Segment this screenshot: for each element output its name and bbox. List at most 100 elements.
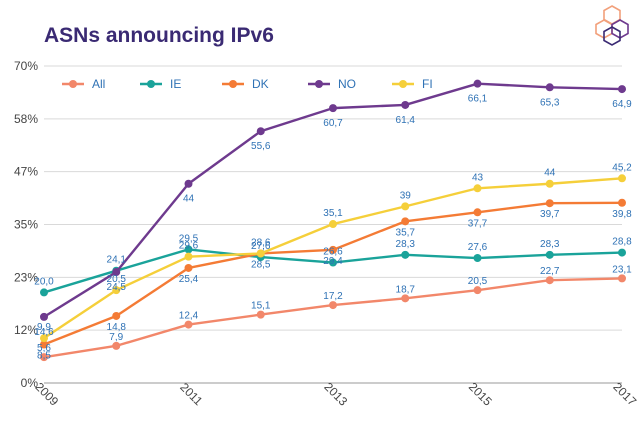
data-point	[40, 334, 48, 343]
data-label: 28,5	[251, 259, 271, 270]
y-tick-label: 0%	[21, 376, 39, 390]
data-label: 28,3	[396, 239, 416, 250]
data-label: 39,7	[540, 209, 560, 220]
data-label: 18,7	[396, 284, 416, 295]
x-tick-label: 2015	[466, 380, 495, 409]
y-tick-label: 35%	[14, 218, 38, 232]
data-point	[184, 179, 193, 188]
y-tick-label: 47%	[14, 165, 38, 179]
data-label: 20,5	[468, 276, 488, 287]
data-label: 24,1	[107, 255, 127, 266]
data-point	[545, 199, 554, 208]
data-point	[40, 288, 48, 297]
data-label: 28,6	[251, 237, 271, 248]
data-point	[184, 245, 193, 254]
data-point	[329, 245, 337, 254]
data-label: 25,4	[179, 274, 199, 285]
data-point	[473, 184, 482, 193]
data-point	[473, 79, 482, 88]
legend-label: DK	[252, 77, 269, 91]
data-label: 27,6	[251, 241, 271, 252]
data-label: 26,6	[323, 247, 343, 258]
data-label: 17,2	[323, 291, 343, 302]
data-point	[112, 286, 121, 295]
data-point	[329, 301, 337, 310]
legend-label: NO	[338, 77, 356, 91]
legend-label: All	[92, 77, 105, 91]
data-point	[112, 268, 121, 277]
data-point	[329, 220, 337, 229]
x-axis: 2009 2011 2013 2015 2017	[32, 380, 639, 409]
data-point	[184, 252, 193, 261]
data-point	[473, 208, 482, 217]
data-point	[618, 274, 626, 283]
data-point	[545, 83, 554, 92]
data-label: 22,7	[540, 266, 560, 277]
data-point	[401, 294, 410, 303]
y-tick-label: 70%	[14, 59, 38, 73]
chart-title: ASNs announcing IPv6	[44, 24, 274, 47]
data-label: 37,7	[468, 218, 488, 229]
data-label: 15,1	[251, 301, 271, 312]
y-tick-label: 12%	[14, 323, 38, 337]
x-tick-label: 2009	[32, 380, 61, 409]
data-label: 28,8	[612, 237, 632, 248]
data-point	[184, 320, 193, 329]
data-labels: 5,6 7,9 12,4 15,1 17,2 18,7 20,5 22,7 23,1 20,0 24…	[34, 94, 632, 362]
legend: All IE DK NO FI	[62, 77, 433, 91]
data-point	[329, 258, 337, 267]
data-label: 14,6	[34, 327, 54, 338]
data-label: 44	[183, 194, 195, 205]
data-label: 64,9	[612, 99, 632, 110]
legend-marker	[229, 80, 237, 88]
series-lines	[40, 79, 626, 362]
data-label: 39,8	[612, 209, 632, 220]
data-point	[473, 286, 482, 295]
data-label: 23,1	[612, 264, 632, 275]
y-tick-label: 23%	[14, 270, 38, 284]
data-label: 28,3	[540, 239, 560, 250]
data-label: 45,2	[612, 162, 632, 173]
data-point	[545, 276, 554, 285]
data-label: 35,7	[396, 227, 416, 238]
legend-marker	[147, 80, 155, 88]
data-point	[545, 179, 554, 188]
y-tick-label: 58%	[14, 112, 38, 126]
legend-label: IE	[170, 77, 181, 91]
data-label: 5,6	[37, 343, 51, 354]
legend-marker	[69, 80, 77, 88]
x-tick-label: 2013	[321, 380, 350, 409]
hexagon-cluster-logo-icon	[595, 5, 629, 46]
data-point	[256, 249, 265, 258]
data-label: 66,1	[468, 94, 488, 105]
data-point	[112, 341, 121, 350]
x-tick-label: 2011	[177, 380, 205, 408]
data-label: 60,7	[323, 118, 343, 129]
data-point	[618, 248, 626, 257]
data-point	[112, 311, 121, 320]
x-tick-label: 2017	[610, 380, 639, 409]
data-label: 29,4	[323, 256, 343, 267]
data-point	[40, 353, 48, 362]
data-label: 27,6	[468, 242, 488, 253]
data-label: 8,5	[37, 351, 51, 362]
data-point	[401, 202, 410, 211]
data-label: 29,6	[179, 241, 199, 252]
legend-marker	[315, 80, 323, 88]
data-label: 9,9	[37, 322, 51, 333]
data-label: 61,4	[396, 115, 416, 126]
data-point	[40, 340, 48, 349]
data-label: 35,1	[323, 208, 343, 219]
data-point	[256, 127, 265, 136]
data-label: 55,6	[251, 141, 271, 152]
data-label: 20,0	[34, 276, 54, 287]
data-point	[473, 254, 482, 263]
data-label: 20,5	[107, 274, 127, 285]
data-label: 39	[400, 190, 412, 201]
data-label: 14,8	[107, 322, 127, 333]
data-label: 43	[472, 172, 484, 183]
data-point	[618, 174, 626, 183]
data-point	[256, 310, 265, 319]
data-point	[545, 250, 554, 259]
